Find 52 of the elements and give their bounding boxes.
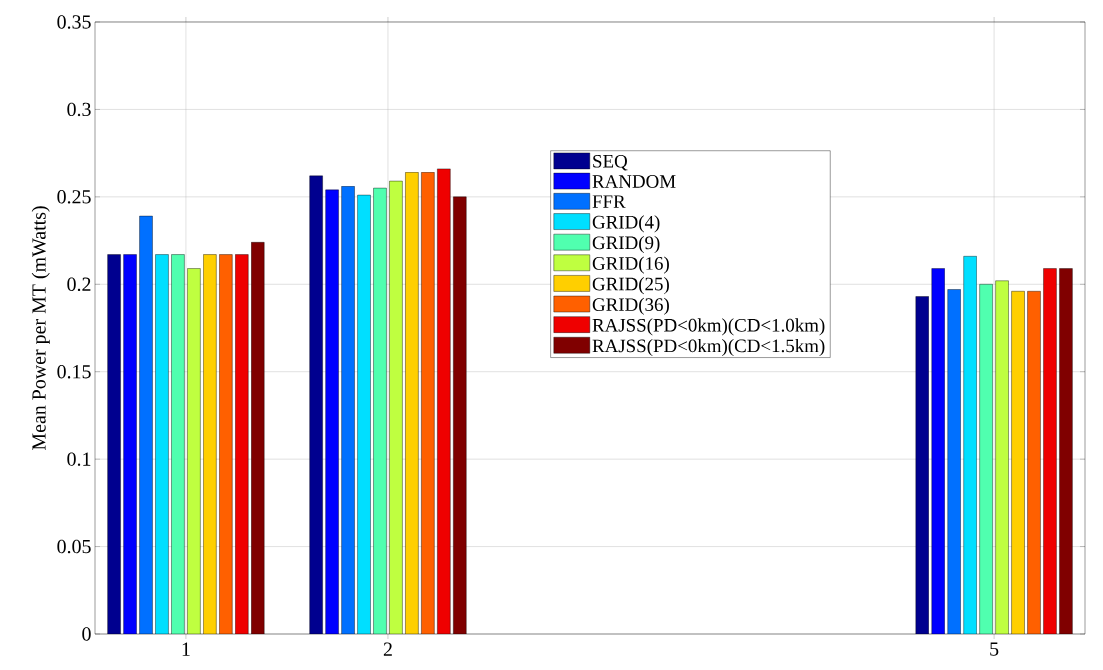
bar [947,289,961,634]
bar [437,168,451,634]
bar [325,189,339,634]
bar [155,254,169,634]
y-tick-label: 0.3 [67,102,91,117]
y-tick-label: 0.25 [57,190,91,204]
bar [405,172,419,634]
bar [373,187,387,634]
y-tick-label: 0.15 [57,364,91,379]
legend-label: RAJSS(PD<0km)(CD<1.0km) [592,318,825,336]
x-tick-label: 1 [182,642,190,656]
y-tick-label: 0.05 [57,539,91,554]
legend-label: RAJSS(PD<0km)(CD<1.5km) [592,338,825,357]
legend-label: GRID(4) [592,215,660,233]
bar [963,256,977,634]
bar [995,280,1009,634]
bar [203,254,217,634]
y-tick-label: 0.2 [67,277,91,292]
bar [107,254,121,634]
legend-label: GRID(36) [592,297,669,315]
legend-label: FFR [592,195,626,208]
bar [219,254,233,634]
x-tick-label: 2 [383,642,392,656]
bar [187,268,201,634]
bar [357,194,371,634]
bar [171,254,185,634]
bar [1027,291,1041,634]
bar [931,268,945,634]
bar [123,254,137,634]
bar [453,196,467,634]
bar [235,254,249,634]
bar [915,296,929,634]
legend-label: GRID(25) [592,277,669,295]
legend-label: GRID(16) [592,256,669,274]
legend-label: RANDOM [592,175,676,188]
x-tick-label: 5 [990,642,999,656]
bar [341,186,355,634]
bar [421,172,435,634]
bar [251,242,265,634]
bar [309,175,323,634]
bar [139,215,153,634]
legend-label: SEQ [593,154,628,171]
bar [1043,268,1057,634]
bar [389,180,403,634]
legend-label: GRID(9) [592,235,660,254]
y-tick-label: 0.1 [67,452,91,466]
y-tick-label: 0 [82,627,91,641]
bar [1059,268,1073,634]
bar [1011,291,1025,634]
y-tick-label: 0.35 [57,15,91,29]
y-axis-title: Mean Power per MT (mWatts) [31,206,50,451]
bar [979,284,993,634]
